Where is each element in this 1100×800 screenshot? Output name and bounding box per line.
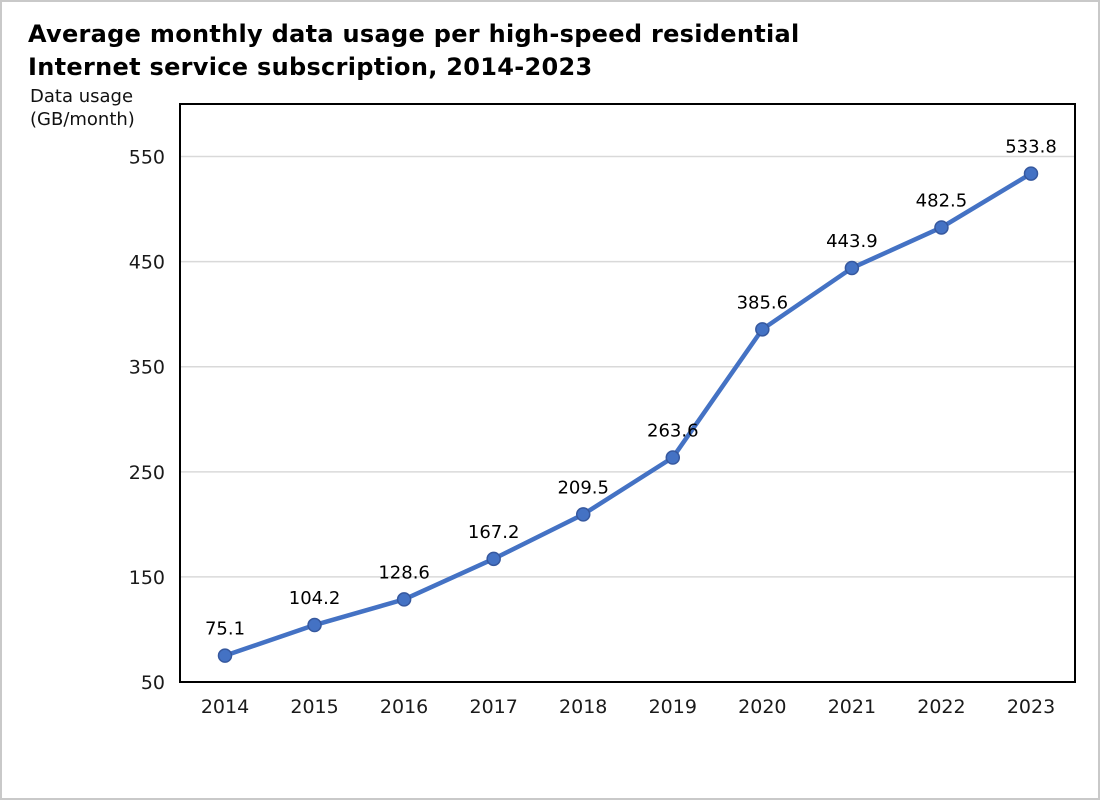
x-tick-label: 2018 [559,696,607,718]
x-tick-label: 2015 [290,696,338,718]
x-tick-label: 2022 [917,696,965,718]
x-tick-label: 2014 [201,696,249,718]
data-point [575,507,591,522]
data-point [396,592,412,607]
series-line [222,171,1034,658]
x-tick-label: 2020 [738,696,786,718]
y-tick-label: 450 [129,252,165,274]
data-point [665,450,681,465]
data-label: 209.5 [557,477,609,498]
y-tick-label: 250 [129,462,165,484]
y-tick-label: 350 [129,357,165,379]
data-label: 533.8 [1005,137,1057,158]
data-label: 75.1 [205,619,245,640]
y-axis-unit-label: Data usage (GB/month) [30,86,135,130]
x-tick-label: 2017 [469,696,517,718]
plot-border [179,103,1076,683]
data-point [307,617,322,633]
x-tick-label: 2016 [380,696,428,718]
data-label: 104.2 [289,588,341,609]
data-label: 443.9 [826,231,878,252]
data-label: 482.5 [916,190,968,211]
data-point [486,551,501,567]
x-tick-label: 2021 [828,696,876,718]
x-tick-label: 2019 [649,696,697,718]
data-point [1023,166,1039,181]
chart-title: Average monthly data usage per high-spee… [28,20,800,81]
data-label: 128.6 [378,562,430,583]
data-label: 385.6 [737,292,789,313]
data-label: 167.2 [468,522,520,543]
data-point [755,322,770,337]
y-tick-label: 50 [141,672,165,694]
data-point [217,648,233,663]
y-tick-label: 550 [129,147,165,169]
data-label: 263.6 [647,421,699,442]
data-point [934,220,949,235]
data-point [844,260,860,276]
x-tick-label: 2023 [1007,696,1055,718]
y-tick-label: 150 [129,567,165,589]
